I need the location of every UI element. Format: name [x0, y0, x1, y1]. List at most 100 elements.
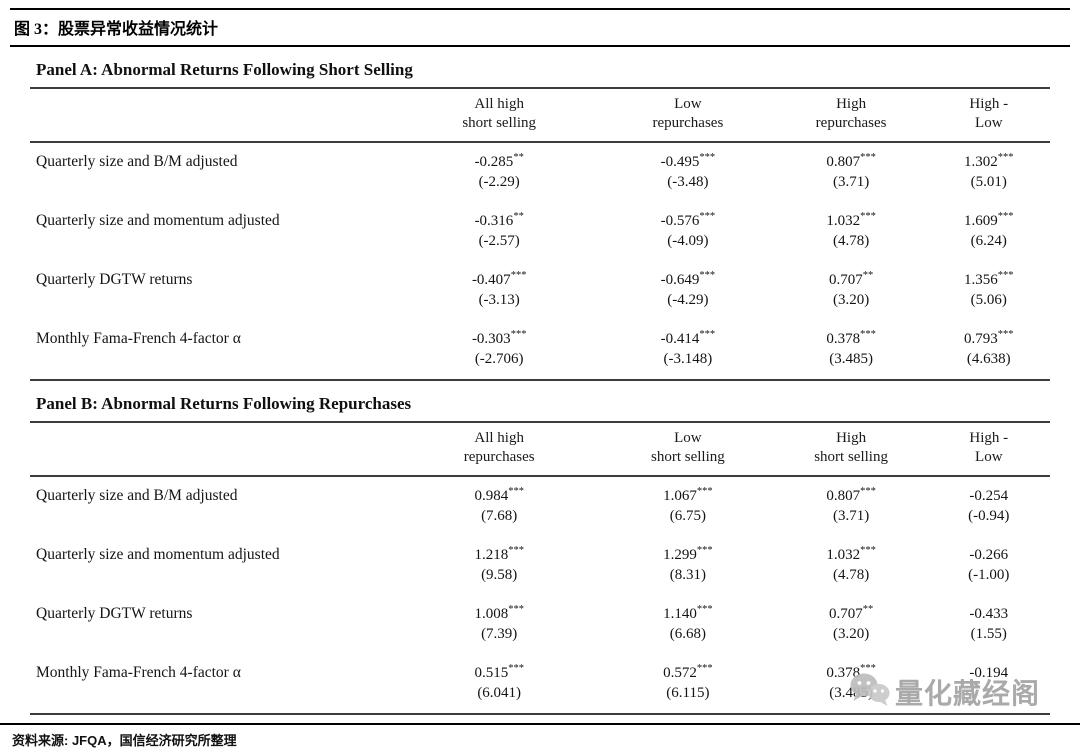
- significance-stars: **: [862, 270, 874, 281]
- value-cell: 1.032*** (4.78): [775, 536, 928, 595]
- significance-stars: ***: [997, 329, 1014, 340]
- t-stat: (-2.706): [474, 351, 524, 367]
- table-row: Quarterly DGTW returns -0.407*** (-3.13) …: [30, 261, 1050, 320]
- significance-stars: ***: [699, 152, 716, 163]
- value-cell: 1.609*** (6.24): [928, 202, 1050, 261]
- column-header: Low repurchases: [601, 88, 775, 143]
- value-cell: 1.356*** (5.06): [928, 261, 1050, 320]
- t-stat: (5.06): [970, 292, 1007, 308]
- t-stat: (-3.148): [663, 351, 713, 367]
- value-cell: 1.067*** (6.75): [601, 476, 774, 536]
- row-label: Quarterly size and B/M adjusted: [36, 153, 238, 170]
- t-stat: (6.24): [970, 233, 1007, 249]
- significance-stars: ***: [860, 211, 876, 222]
- panel-b-header-row: All high repurchases Low short selling Hig…: [30, 422, 1050, 477]
- column-header: All high short selling: [397, 88, 602, 143]
- t-stat: (6.68): [669, 626, 706, 642]
- significance-stars: ***: [510, 329, 527, 340]
- value-cell: -0.495*** (-3.48): [601, 142, 774, 202]
- figure-title: 图 3：股票异常收益情况统计: [14, 21, 219, 38]
- value-cell: 1.299*** (8.31): [601, 536, 774, 595]
- column-header: All high repurchases: [397, 422, 602, 477]
- panel-a-table: All high short selling Low repurchases Hig…: [30, 87, 1050, 381]
- value-cell: 1.218*** (9.58): [397, 536, 601, 595]
- value-cell: -0.194: [969, 665, 1009, 681]
- value-cell: 1.302*** (5.01): [928, 142, 1050, 202]
- row-label: Quarterly DGTW returns: [36, 605, 193, 622]
- t-stat: (4.78): [832, 567, 870, 583]
- significance-stars: ***: [510, 270, 527, 281]
- row-label: Quarterly size and momentum adjusted: [36, 546, 280, 563]
- value-cell: 0.984*** (7.68): [397, 476, 601, 536]
- significance-stars: ***: [508, 545, 524, 556]
- table-row: Quarterly size and momentum adjusted -0.…: [30, 202, 1050, 261]
- value-cell: -0.303*** (-2.706): [397, 320, 601, 380]
- significance-stars: ***: [508, 663, 524, 674]
- value-cell: -0.414*** (-3.148): [601, 320, 774, 380]
- significance-stars: ***: [699, 329, 716, 340]
- t-stat: (3.20): [832, 292, 870, 308]
- value-cell: 0.793*** (4.638): [928, 320, 1050, 380]
- panel-b-table: All high repurchases Low short selling Hig…: [30, 421, 1050, 715]
- value-cell: 0.807*** (3.71): [775, 476, 928, 536]
- column-header: Low short selling: [601, 422, 775, 477]
- t-stat: (7.39): [481, 626, 518, 642]
- significance-stars: ***: [860, 663, 876, 674]
- table-row: Quarterly size and B/M adjusted -0.285**…: [30, 142, 1050, 202]
- t-stat: (4.638): [966, 351, 1011, 367]
- column-header-empty: [30, 88, 398, 143]
- table-row: Monthly Fama-French 4-factor α 0.515***(…: [30, 654, 1050, 714]
- value-cell: -0.316** (-2.57): [397, 202, 601, 261]
- t-stat: (9.58): [481, 567, 518, 583]
- t-stat: (-4.09): [667, 233, 709, 249]
- significance-stars: ***: [997, 211, 1014, 222]
- t-stat: (1.55): [970, 626, 1007, 642]
- significance-stars: ***: [696, 486, 713, 497]
- column-header: High - Low: [927, 422, 1050, 477]
- t-stat: (-2.29): [478, 174, 520, 190]
- t-stat: (-3.48): [667, 174, 709, 190]
- value-cell: 0.378*** (3.485): [775, 320, 928, 380]
- value-cell: -0.576*** (-4.09): [601, 202, 774, 261]
- significance-stars: ***: [997, 270, 1014, 281]
- t-stat: (3.71): [832, 174, 870, 190]
- row-label: Monthly Fama-French 4-factor α: [36, 664, 241, 681]
- row-label: Quarterly DGTW returns: [36, 271, 193, 288]
- t-stat: (5.01): [970, 174, 1007, 190]
- value-cell: -0.649*** (-4.29): [601, 261, 774, 320]
- source-note: 资料来源: JFQA，国信经济研究所整理: [12, 733, 237, 748]
- t-stat: (8.31): [669, 567, 706, 583]
- significance-stars: **: [862, 604, 874, 615]
- value-cell: 0.378*** (3.485): [775, 654, 928, 714]
- value-cell: -0.433 (1.55): [928, 595, 1050, 654]
- significance-stars: ***: [699, 270, 716, 281]
- t-stat: (-1.00): [968, 567, 1010, 583]
- panel-a-title: Panel A: Abnormal Returns Following Shor…: [36, 60, 413, 79]
- t-stat: (6.115): [666, 685, 710, 701]
- t-stat: (-0.94): [968, 508, 1010, 524]
- value-cell: 0.707** (3.20): [775, 261, 928, 320]
- value-cell: 0.807*** (3.71): [775, 142, 928, 202]
- figure-header: 图 3：股票异常收益情况统计: [10, 8, 1070, 47]
- t-stat: (-4.29): [667, 292, 709, 308]
- table-row: Quarterly size and momentum adjusted 1.2…: [30, 536, 1050, 595]
- t-stat: (3.485): [829, 351, 873, 367]
- t-stat: (3.485): [829, 685, 873, 701]
- panel-b-title: Panel B: Abnormal Returns Following Repu…: [36, 394, 412, 413]
- significance-stars: ***: [699, 211, 716, 222]
- t-stat: (6.75): [669, 508, 706, 524]
- table-row: Quarterly size and B/M adjusted 0.984***…: [30, 476, 1050, 536]
- significance-stars: ***: [508, 486, 524, 497]
- column-header-empty: [30, 422, 398, 477]
- significance-stars: ***: [696, 663, 713, 674]
- table-row: Monthly Fama-French 4-factor α -0.303***…: [30, 320, 1050, 380]
- value-cell: 0.707** (3.20): [775, 595, 928, 654]
- t-stat: (-2.57): [478, 233, 520, 249]
- column-header: High short selling: [774, 422, 928, 477]
- figure-body: Panel A: Abnormal Returns Following Shor…: [30, 47, 1050, 715]
- panel-a-header-row: All high short selling Low repurchases Hig…: [30, 88, 1050, 143]
- significance-stars: ***: [860, 329, 876, 340]
- significance-stars: ***: [696, 545, 713, 556]
- value-cell: -0.266 (-1.00): [928, 536, 1050, 595]
- column-header: High repurchases: [774, 88, 928, 143]
